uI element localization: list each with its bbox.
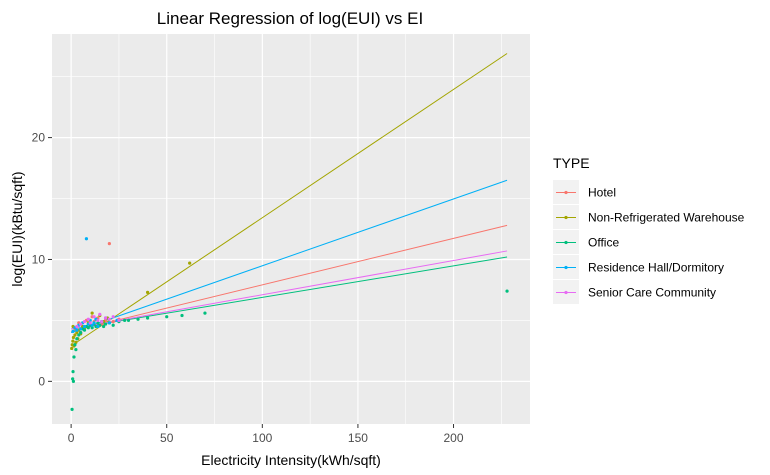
y-tick-label: 20: [32, 131, 46, 145]
data-point: [71, 369, 75, 374]
scatter-points: [70, 237, 509, 411]
data-point: [71, 335, 76, 340]
data-point: [126, 318, 131, 323]
data-point: [75, 330, 79, 335]
data-point: [92, 315, 96, 319]
data-point: [107, 317, 111, 321]
data-point: [90, 311, 94, 315]
legend-label: Residence Hall/Dormitory: [588, 261, 724, 275]
legend-label: Office: [588, 236, 619, 250]
x-tick-label: 0: [68, 431, 75, 445]
legend-title: TYPE: [553, 155, 590, 171]
data-point: [180, 313, 184, 318]
regression-line: [71, 256, 508, 330]
data-point: [79, 330, 83, 335]
plot-panel: [52, 34, 530, 424]
legend-label: Non-Refrigerated Warehouse: [588, 211, 745, 225]
data-point: [136, 317, 140, 321]
data-point: [82, 328, 87, 332]
regression-line: [71, 250, 508, 330]
data-point: [165, 315, 169, 319]
legend-label: Hotel: [588, 186, 616, 200]
data-point: [73, 333, 77, 337]
data-point: [188, 261, 192, 265]
data-point: [90, 326, 94, 330]
data-point: [203, 311, 207, 315]
regression-line: [70, 53, 508, 347]
data-point: [146, 290, 150, 294]
legend-key-point: [564, 265, 568, 270]
y-axis: 0 10 20: [32, 131, 52, 388]
data-point: [96, 318, 100, 323]
data-point: [70, 346, 74, 351]
data-point: [96, 324, 100, 329]
data-point: [74, 340, 78, 344]
data-point: [71, 379, 76, 383]
y-tick-label: 10: [32, 252, 46, 266]
data-point: [111, 320, 115, 324]
y-axis-title: log(EUI)(kBtu/sqft): [9, 171, 25, 286]
data-point: [77, 333, 81, 337]
data-point: [86, 317, 90, 321]
x-axis-title: Electricity Intensity(kWh/sqft): [201, 452, 381, 468]
data-point: [71, 339, 75, 343]
data-point: [98, 312, 102, 316]
data-point: [79, 327, 83, 331]
data-point: [82, 324, 87, 329]
x-axis: 0 50 100 150 200: [68, 424, 464, 445]
data-point: [75, 324, 79, 329]
x-tick-label: 50: [160, 431, 174, 445]
data-point: [71, 329, 75, 333]
legend: TYPE Hotel Non-Refrigerated Warehouse Offi…: [553, 155, 745, 304]
chart-title: Linear Regression of log(EUI) vs EI: [157, 9, 423, 28]
data-point: [103, 322, 108, 326]
data-point: [102, 324, 106, 329]
legend-key-point: [564, 290, 568, 295]
data-point: [73, 343, 77, 347]
data-point: [117, 318, 121, 323]
x-tick-label: 200: [444, 431, 464, 445]
data-point: [100, 320, 104, 324]
data-point: [86, 326, 90, 330]
legend-key-point: [564, 240, 568, 245]
data-point: [84, 237, 89, 241]
legend-key-point: [564, 190, 568, 195]
data-point: [75, 328, 79, 332]
x-tick-label: 100: [252, 431, 272, 445]
legend-key-point: [564, 215, 568, 220]
regression-line: [70, 179, 508, 334]
data-point: [70, 407, 74, 411]
data-point: [146, 316, 150, 320]
data-point: [71, 377, 75, 381]
legend-label: Senior Care Community: [588, 286, 716, 300]
regression-line: [71, 224, 508, 332]
data-point: [107, 242, 111, 246]
data-point: [505, 289, 509, 293]
data-point: [92, 321, 96, 325]
data-point: [90, 323, 94, 327]
data-point: [74, 348, 78, 352]
data-point: [107, 321, 111, 325]
data-point: [72, 355, 76, 359]
data-point: [96, 321, 100, 325]
data-point: [111, 323, 115, 327]
data-point: [88, 321, 92, 325]
x-tick-label: 150: [348, 431, 368, 445]
data-point: [123, 318, 127, 323]
data-point: [82, 320, 87, 324]
grid: [52, 34, 530, 424]
data-point: [111, 315, 115, 319]
regression-lines: [70, 53, 508, 347]
data-point: [75, 337, 79, 341]
data-point: [79, 322, 83, 326]
data-point: [103, 316, 108, 320]
y-tick-label: 0: [38, 374, 45, 388]
